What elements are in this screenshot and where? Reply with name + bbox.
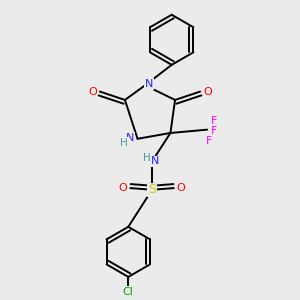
Text: O: O bbox=[118, 183, 127, 193]
Text: S: S bbox=[148, 183, 156, 196]
Text: O: O bbox=[88, 87, 97, 97]
Text: N: N bbox=[151, 156, 159, 167]
Text: Cl: Cl bbox=[123, 287, 134, 297]
Text: N: N bbox=[126, 133, 134, 143]
Text: O: O bbox=[203, 87, 212, 97]
Text: H: H bbox=[143, 153, 151, 163]
Text: F: F bbox=[206, 136, 212, 146]
Text: O: O bbox=[177, 183, 185, 193]
Text: F: F bbox=[211, 116, 218, 126]
Text: F: F bbox=[211, 126, 218, 136]
Text: H: H bbox=[121, 138, 128, 148]
Text: N: N bbox=[145, 79, 153, 89]
